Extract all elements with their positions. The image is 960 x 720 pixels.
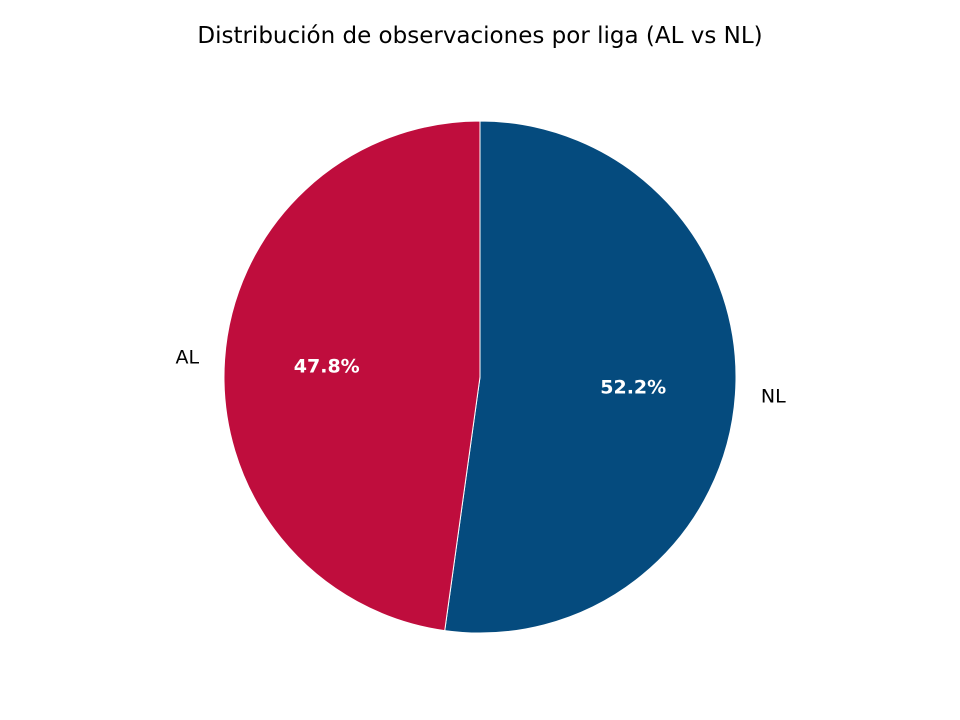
pie-labels: 52.2% NL 47.8% AL: [175, 347, 786, 408]
pie-category-label-nl: NL: [761, 385, 786, 407]
pie-slice-nl: [444, 120, 737, 634]
pie-pct-label-nl: 52.2%: [600, 377, 666, 399]
pie-category-label-al: AL: [175, 347, 199, 369]
pie-pct-label-al: 47.8%: [294, 355, 360, 377]
pie-slice-al: [223, 120, 481, 632]
chart-title: Distribución de observaciones por liga (…: [197, 23, 762, 49]
pie-slices: [223, 120, 737, 634]
